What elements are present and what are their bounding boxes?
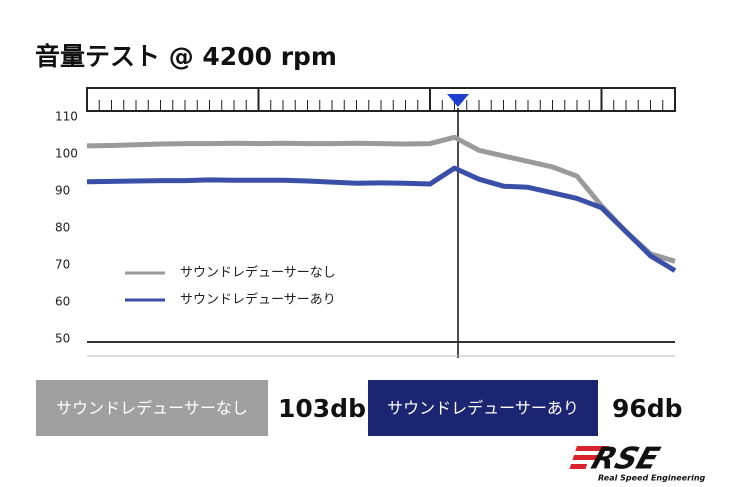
logo-stripe [572, 455, 599, 460]
y-tick-label: 60 [55, 295, 70, 309]
summary-value: 96db [612, 394, 683, 423]
y-tick-label: 90 [55, 184, 70, 198]
summary-box [368, 380, 598, 436]
logo-mark: RSE [587, 441, 664, 476]
logo-stripe [575, 446, 609, 451]
summary-label: サウンドレデューサーなし [56, 399, 248, 418]
logo: RSE [569, 441, 664, 476]
y-tick-label: 50 [55, 332, 70, 346]
legend-label: サウンドレデューサーなし [180, 265, 336, 281]
y-tick-label: 80 [55, 221, 70, 235]
y-tick-label: 70 [55, 258, 70, 272]
legend-label: サウンドレデューサーあり [180, 292, 336, 308]
ruler [86, 87, 676, 112]
chart-title: 音量テスト @ 4200 rpm [35, 42, 337, 71]
summary-label: サウンドレデューサーあり [387, 399, 579, 418]
y-tick-label: 110 [55, 110, 78, 124]
y-tick-label: 100 [55, 147, 78, 161]
logo-tagline: Real Speed Engineering [598, 474, 706, 483]
summary-value: 103db [278, 394, 366, 423]
logo-stripe [569, 464, 588, 469]
summary-box [36, 380, 268, 436]
series-line [86, 165, 677, 273]
position-marker [447, 94, 469, 107]
series-line [86, 134, 676, 264]
